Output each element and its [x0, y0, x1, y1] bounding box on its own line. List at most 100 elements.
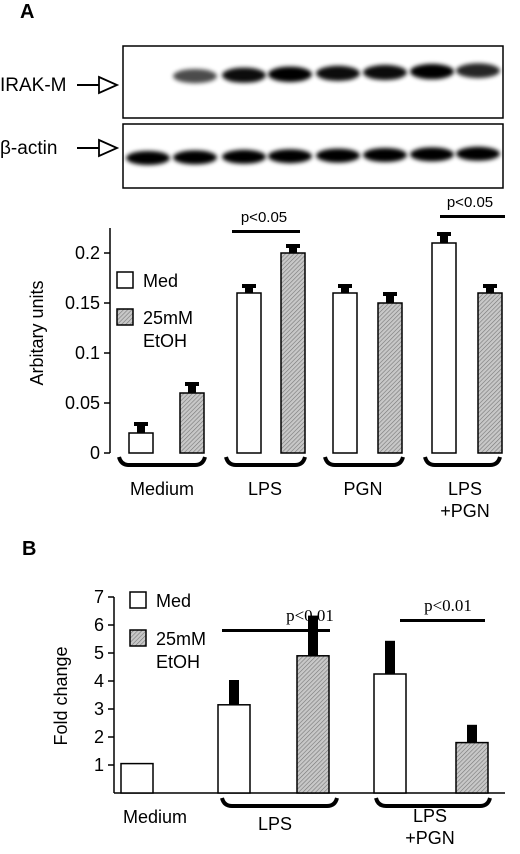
category-label-line: LPS: [258, 814, 292, 834]
blot-band: [410, 63, 454, 80]
blot-band: [268, 149, 312, 164]
significance-label: p<0.05: [447, 194, 493, 211]
legend-label-med: Med: [143, 271, 178, 291]
significance-label: p<0.01: [424, 596, 472, 615]
error-bar: [486, 285, 494, 293]
error-bar: [440, 233, 448, 243]
error-cap: [385, 640, 395, 645]
error-cap: [229, 680, 239, 684]
y-tick-label: 0: [90, 443, 100, 463]
legend-swatch-etoh: [116, 308, 134, 326]
bar: [377, 302, 403, 454]
y-tick-label: 0.2: [75, 243, 100, 263]
blot-band: [222, 67, 266, 83]
error-cap: [286, 244, 300, 248]
bar: [120, 762, 154, 794]
error-bar: [308, 616, 318, 656]
error-cap: [483, 284, 497, 288]
category-label: LPS +PGN: [440, 479, 490, 521]
error-bar: [386, 293, 394, 303]
blot-band: [410, 147, 454, 162]
blot-label-irak-m: IRAK-M: [0, 75, 67, 96]
bar: [477, 292, 503, 454]
group-bracket: [323, 456, 405, 467]
y-tick-label: 0.1: [75, 343, 100, 363]
error-cap: [467, 724, 477, 729]
y-tick-label: 6: [94, 615, 104, 635]
legend-label-med-b: Med: [156, 591, 191, 611]
legend-swatch-etoh-b: [129, 629, 147, 647]
bar: [280, 252, 306, 454]
panel-b-label: B: [22, 538, 36, 560]
error-cap: [185, 382, 199, 386]
error-cap: [308, 615, 318, 620]
error-bar: [341, 285, 349, 293]
significance-line: [222, 629, 330, 632]
significance-line: [440, 215, 505, 218]
error-bar: [467, 725, 477, 743]
error-cap: [437, 232, 451, 236]
bar: [296, 655, 330, 794]
significance-label: p<0.01: [286, 606, 334, 625]
blot-band: [316, 65, 360, 81]
error-cap: [383, 292, 397, 296]
error-bar: [229, 681, 239, 705]
error-bar: [289, 245, 297, 253]
category-label: LPS: [248, 479, 282, 499]
bar: [332, 292, 358, 454]
group-bracket: [374, 797, 492, 808]
error-bar: [188, 383, 196, 393]
blot-band: [363, 148, 407, 162]
blot-band: [173, 150, 217, 165]
category-label-line: LPS: [448, 479, 482, 499]
category-label: PGN: [343, 479, 382, 499]
legend-label-etoh: 25mM EtOH: [143, 308, 193, 351]
group-bracket: [220, 797, 339, 808]
y-tick-label: 0.15: [65, 293, 100, 313]
blot-band: [363, 64, 407, 81]
blot-band: [126, 151, 170, 165]
text-line: 25mM: [143, 308, 193, 328]
error-bar: [245, 285, 253, 293]
bar: [179, 392, 205, 454]
bar: [128, 432, 154, 454]
y-tick-label: 7: [94, 587, 104, 607]
legend-label-etoh-b: 25mM EtOH: [156, 629, 206, 672]
category-label: LPS: [258, 814, 292, 834]
category-label-line: Medium: [130, 479, 194, 499]
chart-b-ylabel: Fold change: [51, 646, 71, 745]
bar: [236, 292, 262, 454]
legend-swatch-med: [116, 271, 134, 289]
group-bracket: [423, 456, 502, 467]
significance-label: p<0.05: [241, 209, 287, 226]
chart-a-ylabel: Arbitary units: [27, 280, 47, 385]
text-line: EtOH: [143, 331, 187, 351]
y-tick-label: 0.05: [65, 393, 100, 413]
legend-swatch-med-b: [129, 591, 147, 609]
blot-band: [456, 146, 500, 161]
blot-box-irak-m: [122, 45, 504, 119]
blot-band: [316, 148, 360, 163]
group-bracket: [224, 456, 307, 467]
category-label-line: LPS: [248, 479, 282, 499]
group-bracket: [117, 456, 207, 467]
blot-band: [222, 149, 266, 164]
blot-band: [173, 69, 217, 84]
y-tick-label: 1: [94, 755, 104, 775]
category-label-line: LPS: [413, 806, 447, 826]
error-bar: [385, 641, 395, 674]
category-label-line: PGN: [343, 479, 382, 499]
panel-a-label: A: [20, 1, 34, 23]
error-cap: [134, 422, 148, 426]
arrow-icon: [77, 138, 120, 158]
category-label-line: +PGN: [440, 501, 490, 521]
blot-band: [456, 63, 500, 79]
category-label: LPS +PGN: [405, 806, 455, 848]
category-label-line: +PGN: [405, 828, 455, 848]
blot-band: [268, 66, 312, 83]
error-cap: [338, 284, 352, 288]
text-line: EtOH: [156, 652, 200, 672]
bar: [217, 704, 251, 794]
